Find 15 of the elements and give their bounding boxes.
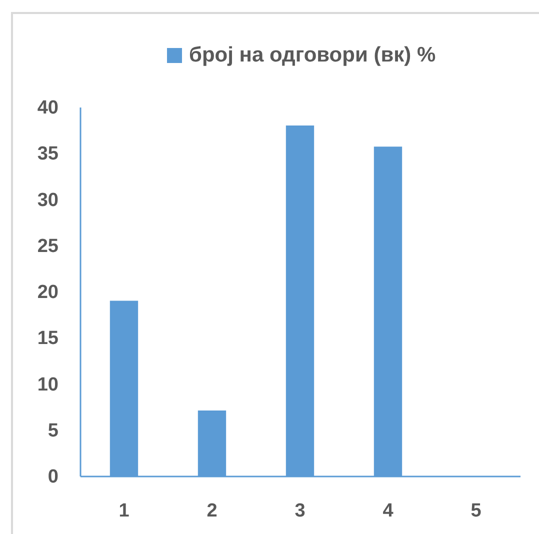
legend-label: број на одговори (вк) % xyxy=(189,44,436,66)
x-tick-label: 4 xyxy=(382,500,394,522)
x-tick-label: 1 xyxy=(118,500,130,522)
y-tick-label: 15 xyxy=(37,328,59,350)
x-tick-label: 2 xyxy=(206,500,218,522)
y-tick-label: 20 xyxy=(37,282,58,303)
y-tick-label: 0 xyxy=(48,466,58,488)
y-tick-label: 40 xyxy=(37,98,58,118)
x-tick-label: 5 xyxy=(470,500,482,522)
x-tick-label: 3 xyxy=(294,500,306,522)
y-tick-label: 30 xyxy=(37,190,58,211)
y-tick-label: 35 xyxy=(37,144,59,165)
y-tick-label: 10 xyxy=(37,374,58,396)
y-tick-label: 5 xyxy=(48,420,59,442)
y-tick-label: 25 xyxy=(37,236,59,257)
